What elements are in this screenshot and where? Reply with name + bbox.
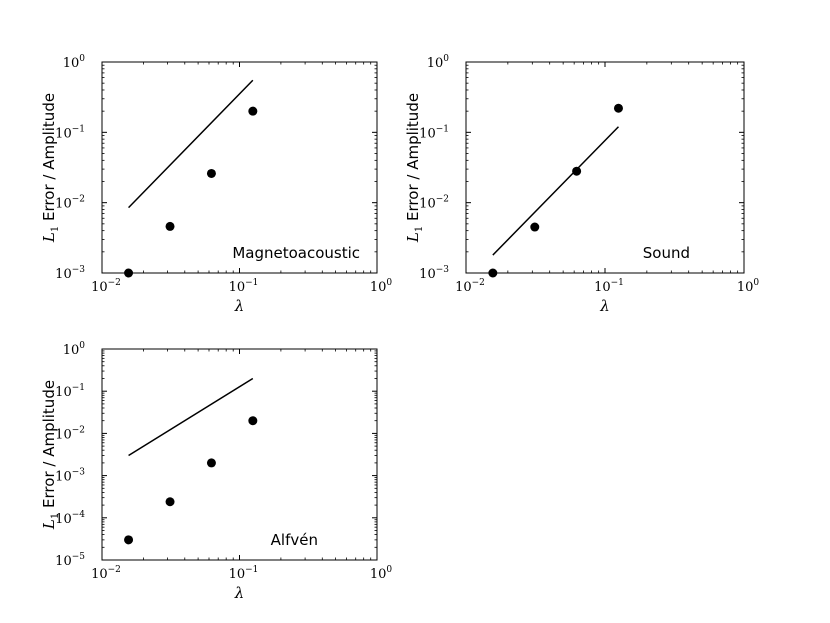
y-axis-label: L1 Error / Amplitude xyxy=(40,380,61,530)
data-point xyxy=(206,458,216,468)
y-tick-label: 10−2 xyxy=(55,425,85,442)
x-tick-label: 10−2 xyxy=(91,278,121,295)
x-tick-label: 100 xyxy=(370,565,393,582)
y-tick-label: 10−5 xyxy=(55,552,85,569)
data-point xyxy=(613,103,623,113)
y-tick-label: 100 xyxy=(63,341,86,358)
y-tick-label: 10−2 xyxy=(55,195,85,212)
x-axis-label: λ xyxy=(599,297,610,315)
y-axis-label: L1 Error / Amplitude xyxy=(40,93,61,243)
y-tick-label: 100 xyxy=(427,54,450,71)
data-point xyxy=(124,535,134,545)
x-tick-label: 100 xyxy=(737,278,760,295)
reference-slope-line xyxy=(128,377,254,457)
data-point xyxy=(530,222,540,232)
data-point xyxy=(206,168,216,178)
chart-panel-1: 10−2 10−1 100 10−3 10−2 10−1 100 Magnetoacousti… xyxy=(40,54,392,315)
x-axis-label: λ xyxy=(234,584,245,602)
data-point xyxy=(572,166,582,176)
y-tick-label: 10−4 xyxy=(55,510,85,527)
data-point xyxy=(488,268,498,278)
axes-frame xyxy=(465,61,745,274)
y-axis-label: L1 Error / Amplitude xyxy=(404,93,425,243)
panel-label: Magnetoacoustic xyxy=(232,244,360,262)
x-tick-label: 10−1 xyxy=(229,565,259,582)
data-point xyxy=(165,221,175,231)
axes-frame xyxy=(101,348,378,561)
y-tick-label: 10−3 xyxy=(55,265,85,282)
x-tick-label: 10−2 xyxy=(91,565,121,582)
x-tick-label: 10−1 xyxy=(594,278,624,295)
chart-panel-3: 10−2 10−1 100 10−5 10−4 10−3 10−2 10−1 100 Alfvén… xyxy=(40,341,392,602)
y-tick-label: 10−1 xyxy=(55,383,85,400)
data-point xyxy=(165,497,175,507)
chart-panel-2: 10−2 10−1 100 10−3 10−2 10−1 100 Sound λ L1 Error… xyxy=(404,54,759,315)
y-tick-label: 10−1 xyxy=(419,124,449,141)
panel-label: Alfvén xyxy=(271,531,318,549)
y-tick-label: 10−3 xyxy=(419,265,449,282)
x-tick-label: 100 xyxy=(370,278,393,295)
reference-slope-line xyxy=(128,79,254,209)
axes-frame xyxy=(101,61,378,274)
data-point xyxy=(124,268,134,278)
panel-label: Sound xyxy=(643,244,690,262)
y-tick-label: 10−1 xyxy=(55,124,85,141)
data-point xyxy=(248,106,258,116)
y-tick-label: 100 xyxy=(63,54,86,71)
x-tick-label: 10−2 xyxy=(455,278,485,295)
y-tick-label: 10−2 xyxy=(419,195,449,212)
reference-slope-line xyxy=(492,126,620,256)
x-tick-label: 10−1 xyxy=(229,278,259,295)
x-axis-label: λ xyxy=(234,297,245,315)
y-tick-label: 10−3 xyxy=(55,468,85,485)
data-point xyxy=(248,416,258,426)
